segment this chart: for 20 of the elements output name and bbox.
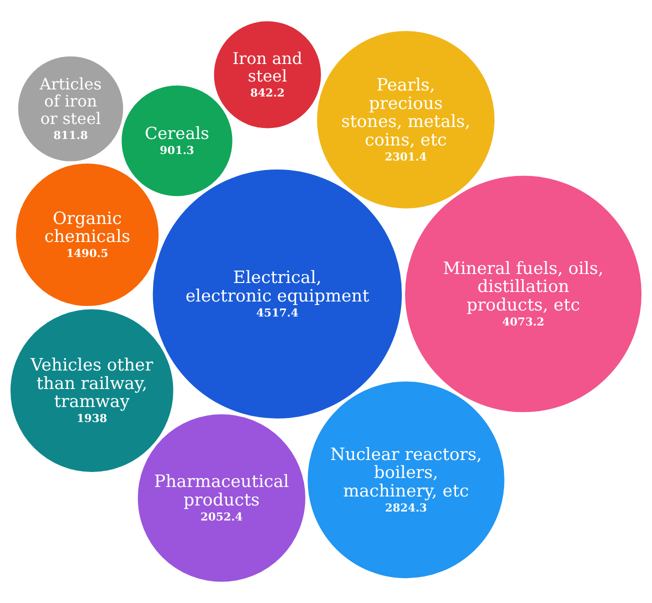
data-label: 901.3 (160, 144, 194, 158)
data-label: 4517.4 (256, 306, 299, 320)
data-label: 1938 (76, 412, 108, 426)
category-label: Organic chemicals (44, 208, 130, 248)
category-label: Mineral fuels, oils, distillation products, etc (443, 258, 604, 316)
data-label: 2824.3 (384, 501, 428, 514)
category-label: Cereals (144, 123, 210, 144)
data-label: 2052.4 (200, 510, 243, 524)
category-label: Iron and steel (232, 49, 302, 86)
category-label: Electrical, electronic equipment (185, 268, 370, 306)
category-label: Vehicles other than railway, tramway (30, 356, 154, 412)
category-label: Articles of iron or steel (38, 74, 102, 128)
category-label: Nuclear reactors, boilers, machinery, etc (330, 444, 482, 502)
data-label: 842.2 (250, 86, 285, 100)
category-label: Pharmaceutical products (154, 472, 289, 510)
category-label: Pearls, precious stones, metals, coins, etc (341, 75, 470, 151)
data-label: 1490.5 (66, 247, 108, 260)
data-label: 2301.4 (384, 150, 428, 164)
data-label: 4073.2 (502, 316, 544, 329)
data-label: 811.8 (53, 128, 88, 142)
